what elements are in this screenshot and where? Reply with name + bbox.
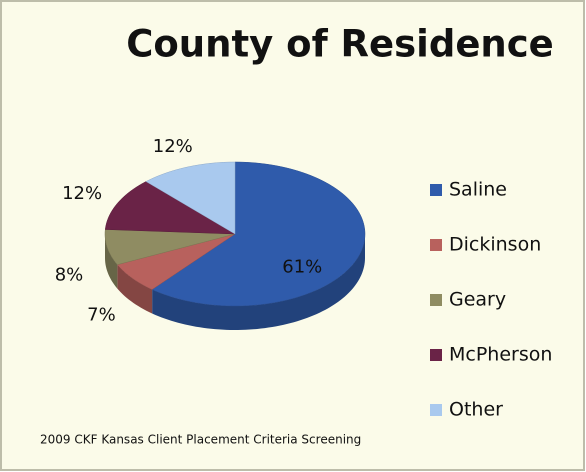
data-label: 61% (282, 256, 322, 277)
pie-slice-side (105, 234, 118, 289)
pie-slice (151, 161, 366, 307)
legend-label: Saline (449, 179, 507, 201)
pie-slice (145, 161, 236, 235)
legend-swatch (430, 184, 442, 196)
legend-swatch (430, 404, 442, 416)
legend-swatch (430, 294, 442, 306)
legend-swatch (430, 239, 442, 251)
pie-slice (104, 181, 236, 235)
legend-label: McPherson (449, 344, 552, 366)
pie-slice-side (117, 264, 153, 314)
pie-slice (104, 229, 236, 265)
legend-label: Other (449, 399, 503, 421)
data-label: 12% (153, 136, 193, 157)
pie-slice (116, 233, 236, 290)
pie-slice-side (152, 234, 365, 330)
data-label: 12% (62, 183, 102, 204)
legend-label: Geary (449, 289, 506, 311)
data-label: 8% (55, 265, 84, 286)
legend-label: Dickinson (449, 234, 541, 256)
chart-title: County of Residence (126, 23, 554, 66)
data-label: 7% (87, 304, 116, 325)
footnote: 2009 CKF Kansas Client Placement Criteri… (40, 433, 361, 447)
legend-swatch (430, 349, 442, 361)
